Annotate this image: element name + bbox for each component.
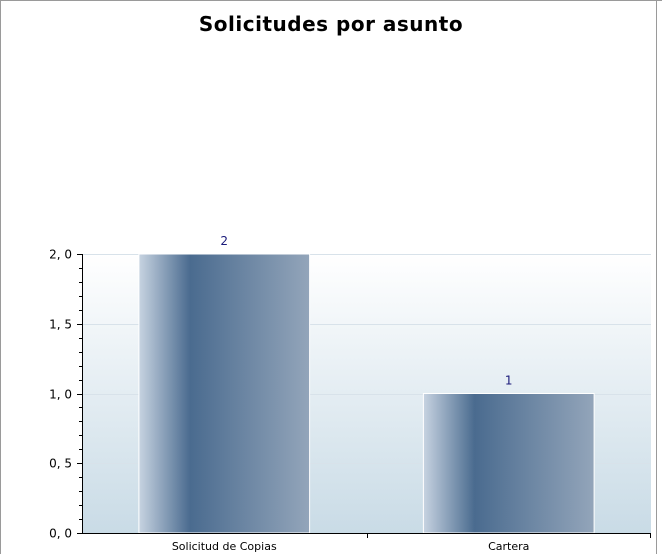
y-tick-label: 1, 5 xyxy=(49,318,72,332)
bar xyxy=(138,253,311,534)
x-tick-label: Solicitud de Copias xyxy=(172,540,277,553)
y-tick-label: 2, 0 xyxy=(49,248,72,262)
y-tick-label: 0, 5 xyxy=(49,457,72,471)
y-tick-label: 0, 0 xyxy=(49,527,72,541)
x-tick-label: Cartera xyxy=(488,540,529,553)
bar-value-label: 2 xyxy=(220,234,228,248)
bar xyxy=(422,393,595,534)
bar-value-label: 1 xyxy=(505,374,513,388)
y-tick-label: 1, 0 xyxy=(49,388,72,402)
chart-title: Solicitudes por asunto xyxy=(198,12,464,36)
